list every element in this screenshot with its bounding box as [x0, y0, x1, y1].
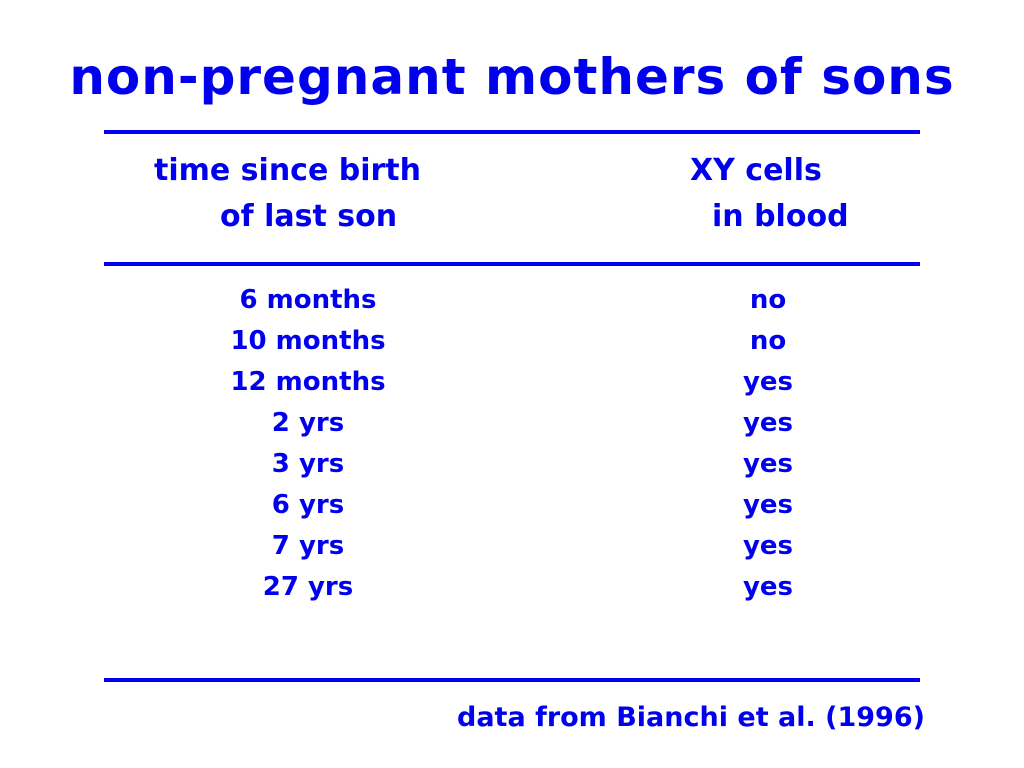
top-divider [104, 130, 920, 134]
table-cell-xy: no [749, 285, 787, 315]
source-citation: data from Bianchi et al. (1996) [457, 702, 925, 733]
table-cell-time: 12 months [230, 367, 386, 397]
table-cell-time: 6 yrs [271, 490, 345, 520]
table-cell-xy: yes [742, 490, 794, 520]
table-cell-xy: yes [742, 449, 794, 479]
header-xy-cells: XY cells in blood [690, 148, 849, 240]
table-cell-time: 2 yrs [271, 408, 345, 438]
table-cell-time: 3 yrs [271, 449, 345, 479]
bottom-divider [104, 678, 920, 682]
header-time-since-birth: time since birth of last son [154, 148, 421, 240]
header-time-line1: time since birth [154, 153, 421, 188]
table-cell-time: 6 months [239, 285, 377, 315]
table-cell-xy: yes [742, 408, 794, 438]
time-column: 6 months 10 months 12 months 2 yrs 3 yrs… [198, 280, 418, 608]
table-cell-xy: yes [742, 572, 794, 602]
xy-cells-column: no no yes yes yes yes yes yes [658, 280, 878, 608]
table-cell-time: 7 yrs [271, 531, 345, 561]
table-cell-xy: yes [742, 531, 794, 561]
header-xy-line1: XY cells [690, 153, 822, 188]
table-cell-xy: no [749, 326, 787, 356]
table-cell-time: 10 months [230, 326, 386, 356]
header-xy-line2: in blood [712, 199, 849, 234]
slide-title: non-pregnant mothers of sons [69, 48, 955, 106]
table-cell-xy: yes [742, 367, 794, 397]
header-time-line2: of last son [220, 199, 398, 234]
table-cell-time: 27 yrs [262, 572, 354, 602]
header-divider [104, 262, 920, 266]
